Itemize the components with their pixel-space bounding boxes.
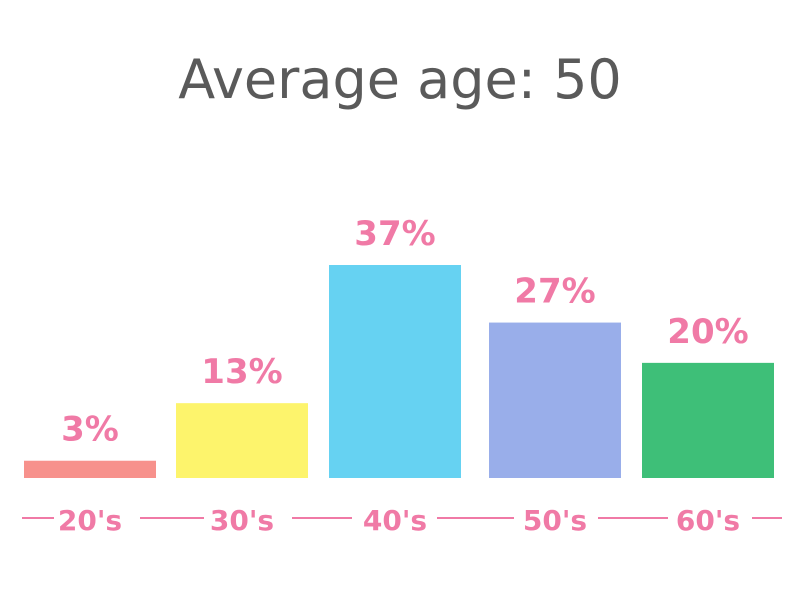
value-label: 20% (667, 312, 748, 352)
bar (176, 403, 308, 478)
category-label: 30's (210, 504, 274, 537)
chart-title: Average age: 50 (178, 48, 622, 111)
category-label: 60's (676, 504, 740, 537)
value-label: 37% (354, 214, 435, 254)
category-labels-group: 20's 30's 40's 50's 60's (58, 504, 740, 537)
bar (24, 460, 156, 478)
category-label: 40's (363, 504, 427, 537)
bars-group (24, 265, 774, 478)
bar (642, 362, 774, 478)
bar (329, 265, 461, 478)
value-label: 3% (61, 410, 119, 450)
category-label: 20's (58, 504, 122, 537)
category-label: 50's (523, 504, 587, 537)
bar (489, 322, 621, 478)
value-label: 13% (201, 352, 282, 392)
value-label: 27% (514, 272, 595, 312)
value-labels-group: 3% 13% 37% 27% 20% (61, 214, 749, 450)
